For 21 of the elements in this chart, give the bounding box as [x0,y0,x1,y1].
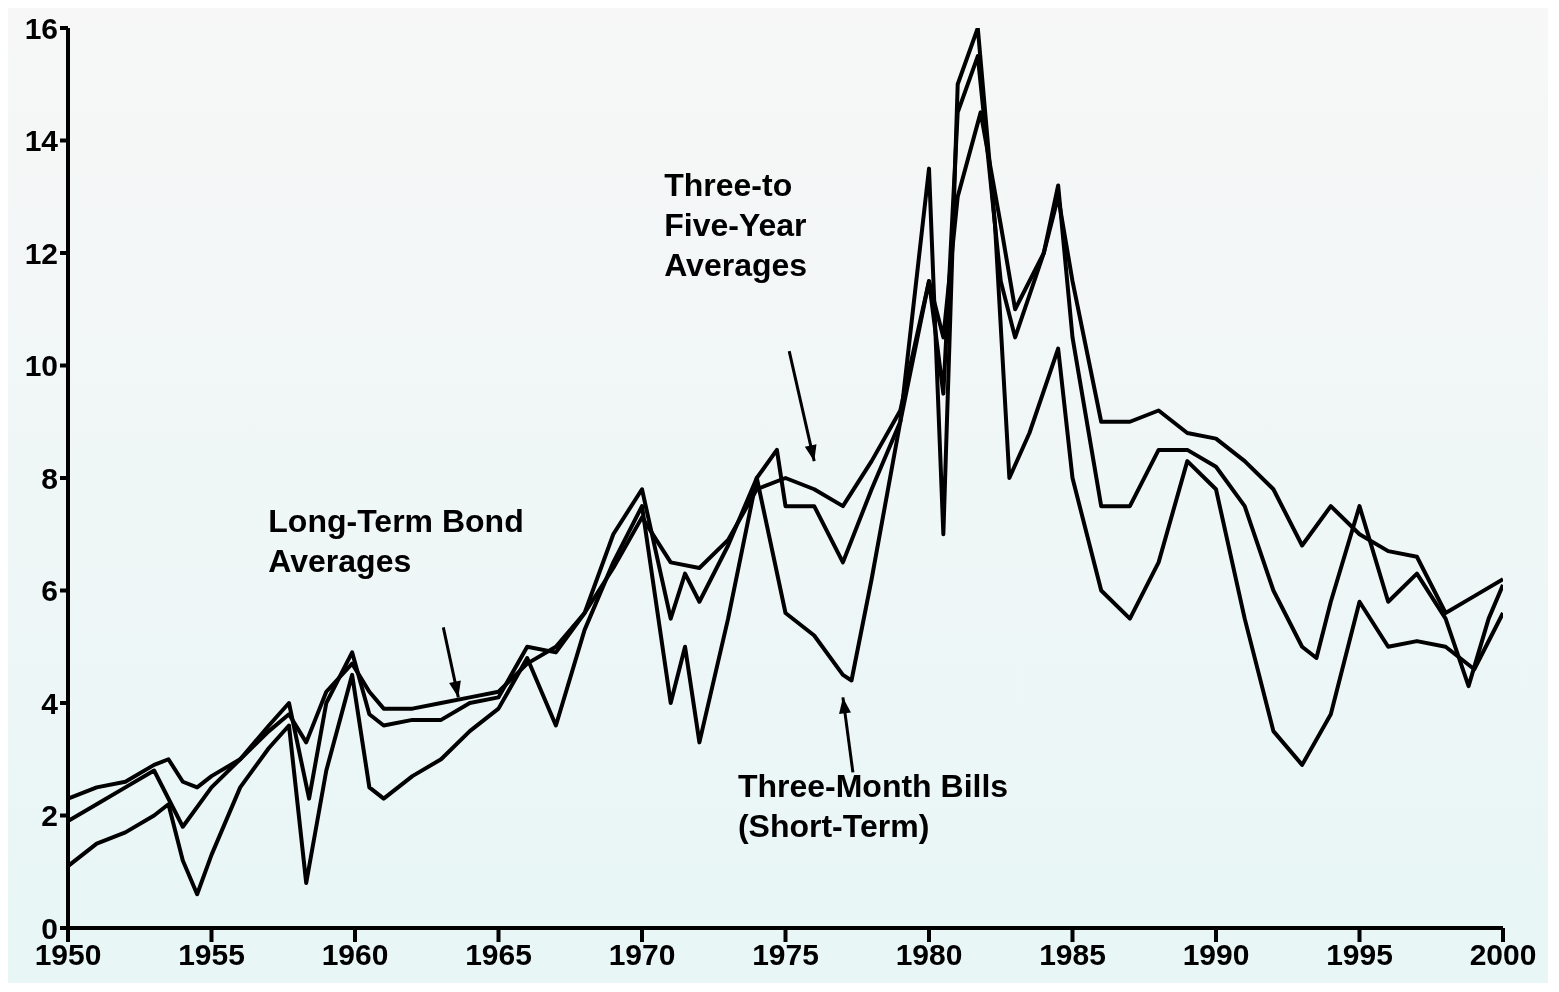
y-tick-label: 14 [24,124,59,158]
annotation: Three-Month Bills (Short-Term) [737,768,1009,845]
x-tick-label: 1995 [1326,938,1393,972]
annotation: Three-to Five-Year Averages [664,167,808,284]
y-tick-label: 6 [41,574,58,608]
x-tick-label: 1965 [465,938,532,972]
x-tick-label: 1955 [178,938,245,972]
x-tick-label: 1990 [1182,938,1250,972]
x-tick-label: 1960 [321,938,389,972]
y-tick-label: 4 [41,686,59,720]
annotation: Long-Term Bond Averages [268,503,524,580]
x-tick-label: 1985 [1039,938,1106,972]
x-tick-label: 1975 [752,938,819,972]
y-tick-label: 10 [24,349,58,383]
y-tick-label: 8 [41,461,58,495]
x-tick-label: 1970 [608,938,676,972]
y-tick-label: 16 [24,11,58,45]
x-tick-label: 2000 [1469,938,1537,972]
x-tick-label: 1980 [895,938,963,972]
y-tick-label: 2 [41,799,58,833]
y-tick-label: 12 [24,236,58,270]
